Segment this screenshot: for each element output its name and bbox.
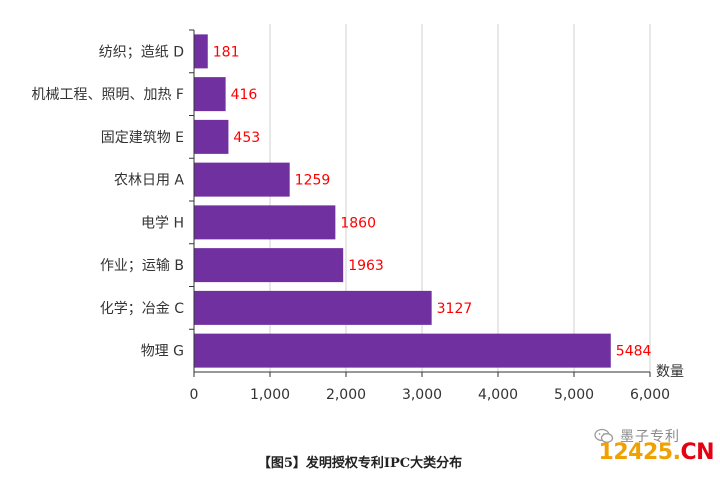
bar xyxy=(194,162,290,197)
data-label: 1963 xyxy=(348,258,384,274)
watermark-site-dot: . xyxy=(672,440,681,465)
data-label: 1259 xyxy=(295,173,331,189)
category-label: 固定建筑物 E xyxy=(101,130,184,146)
x-axis-title: 数量 xyxy=(656,364,684,380)
data-label: 453 xyxy=(233,130,260,146)
figure-caption: 【图5】发明授权专利IPC大类分布 xyxy=(257,456,463,471)
bar xyxy=(194,205,336,240)
watermark: 墨子专利 12425.CN xyxy=(592,426,720,472)
watermark-site-suffix: CN xyxy=(680,440,714,465)
x-tick-label: 2,000 xyxy=(326,387,366,403)
bar xyxy=(194,248,344,283)
data-label: 416 xyxy=(231,87,258,103)
category-label: 化学；冶金 C xyxy=(100,301,184,317)
x-tick-label: 6,000 xyxy=(630,387,670,403)
category-label: 农林日用 A xyxy=(114,173,184,189)
category-label: 纺织；造纸 D xyxy=(99,44,184,60)
x-tick-label: 0 xyxy=(190,387,199,403)
wechat-icon xyxy=(594,428,614,443)
category-label: 作业；运输 B xyxy=(100,258,184,274)
bars xyxy=(194,34,611,368)
data-labels: 181 416 453 1259 1860 1963 3127 5484 xyxy=(213,44,652,359)
bar xyxy=(194,34,208,69)
bar xyxy=(194,290,432,325)
bar-chart: 纺织；造纸 D 机械工程、照明、加热 F 固定建筑物 E 农林日用 A 电学 H 作业；运… xyxy=(31,24,684,403)
x-tick-label: 3,000 xyxy=(402,387,442,403)
data-label: 181 xyxy=(213,44,240,60)
x-tick-labels: 0 1,000 2,000 3,000 4,000 5,000 6,000 xyxy=(190,372,670,403)
x-tick-label: 4,000 xyxy=(478,387,518,403)
data-label: 1860 xyxy=(340,215,376,231)
x-tick-label: 5,000 xyxy=(554,387,594,403)
data-label: 3127 xyxy=(437,301,473,317)
category-label: 机械工程、照明、加热 F xyxy=(31,87,184,103)
category-label: 电学 H xyxy=(141,215,184,231)
category-label: 物理 G xyxy=(141,344,184,360)
watermark-site: 12425.CN xyxy=(598,440,715,465)
watermark-account-name: 墨子专利 xyxy=(620,429,680,445)
watermark-site-number: 12425 xyxy=(598,440,674,465)
bar xyxy=(194,333,611,368)
bar xyxy=(194,77,226,112)
category-labels: 纺织；造纸 D 机械工程、照明、加热 F 固定建筑物 E 农林日用 A 电学 H 作业；运… xyxy=(31,29,194,360)
x-tick-label: 1,000 xyxy=(250,387,290,403)
bar xyxy=(194,119,229,154)
data-label: 5484 xyxy=(616,344,652,360)
